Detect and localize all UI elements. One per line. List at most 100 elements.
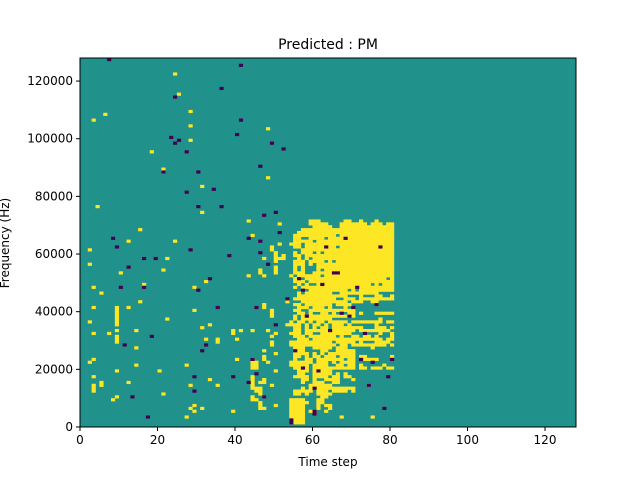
heatmap-cell-high (339, 300, 344, 304)
heatmap-cell-high (366, 225, 371, 229)
heatmap-cell-high (297, 274, 302, 278)
heatmap-cell-high (362, 337, 368, 341)
heatmap-cell-high (331, 288, 337, 292)
heatmap-cell-high (312, 248, 317, 252)
heatmap-cell-high (328, 294, 333, 298)
heatmap-cell-high (297, 406, 302, 411)
heatmap-cell-high (362, 334, 368, 338)
heatmap-cell-high (289, 398, 294, 402)
heatmap-cell-high (331, 256, 337, 261)
heatmap-cell-high (355, 320, 360, 324)
heatmap-cell-high (293, 398, 298, 402)
heatmap-cell-high (366, 320, 371, 324)
heatmap-cell-high (343, 228, 348, 232)
heatmap-cell-high (386, 262, 391, 266)
heatmap-cell-high (366, 277, 371, 281)
heatmap-cell-high (347, 285, 352, 289)
heatmap-cell-high (382, 254, 387, 258)
heatmap-cell-high (95, 205, 100, 209)
heatmap-cell-high (316, 372, 321, 376)
heatmap-cell-high (370, 228, 375, 232)
heatmap-cell-high (312, 254, 317, 258)
heatmap-cell-high (366, 262, 371, 266)
heatmap-cell-high (359, 328, 364, 333)
heatmap-cell-high (378, 317, 383, 321)
heatmap-cell-high (374, 228, 379, 232)
heatmap-cell-high (304, 305, 309, 310)
heatmap-cell-high (370, 230, 375, 235)
heatmap-cell-high (362, 274, 368, 278)
heatmap-cell-high (374, 291, 379, 295)
heatmap-cell-high (331, 277, 337, 281)
heatmap-cell-low (277, 230, 282, 235)
heatmap-cell-high (324, 357, 329, 361)
heatmap-cell-high (114, 323, 120, 327)
heatmap-cell-low (145, 415, 151, 419)
heatmap-cell-high (262, 377, 267, 382)
heatmap-cell-high (347, 239, 352, 243)
heatmap-cell-high (366, 291, 371, 295)
heatmap-cell-high (308, 251, 313, 255)
heatmap-cell-high (335, 285, 340, 289)
heatmap-cell-high (343, 294, 348, 298)
heatmap-cell-high (331, 354, 337, 359)
heatmap-cell-low (196, 205, 201, 209)
heatmap-cell-high (316, 340, 321, 344)
heatmap-cell-low (370, 360, 375, 364)
heatmap-cell-high (335, 259, 340, 263)
heatmap-cell-high (366, 282, 371, 287)
heatmap-cell-high (374, 225, 379, 229)
heatmap-cell-high (347, 354, 352, 359)
heatmap-cell-high (335, 265, 340, 269)
heatmap-cell-high (351, 297, 356, 301)
heatmap-cell-high (328, 369, 333, 373)
heatmap-cell-high (308, 360, 313, 364)
heatmap-cell-high (320, 271, 325, 275)
heatmap-cell-high (374, 239, 379, 243)
heatmap-cell-high (339, 245, 344, 249)
heatmap-cell-high (297, 303, 302, 307)
heatmap-cell-low (289, 418, 294, 422)
heatmap-cell-high (300, 279, 306, 284)
heatmap-cell-high (293, 303, 298, 307)
heatmap-cell-high (316, 308, 321, 312)
heatmap-cell-high (343, 277, 348, 281)
heatmap-cell-high (335, 357, 340, 361)
heatmap-cell-high (378, 340, 383, 344)
heatmap-cell-high (328, 291, 333, 295)
heatmap-cell-high (308, 222, 313, 226)
heatmap-cell-high (269, 314, 275, 318)
heatmap-cell-high (250, 363, 255, 367)
heatmap-cell-high (308, 317, 313, 321)
heatmap-cell-high (355, 233, 360, 238)
heatmap-cell-high (316, 265, 321, 269)
heatmap-cell-high (300, 230, 306, 235)
heatmap-cell-low (273, 323, 278, 327)
heatmap-cell-high (308, 303, 313, 307)
heatmap-cell-high (335, 380, 340, 385)
heatmap-cell-high (331, 375, 337, 379)
heatmap-cell-high (339, 291, 344, 295)
heatmap-cell-high (250, 377, 255, 382)
heatmap-cell-low (204, 343, 209, 347)
heatmap-cell-high (359, 277, 364, 281)
heatmap-cell-high (293, 262, 298, 266)
heatmap-cell-high (378, 288, 383, 292)
heatmap-cell-high (114, 305, 120, 310)
heatmap-cell-high (351, 251, 356, 255)
heatmap-cell-high (351, 277, 356, 281)
heatmap-cell-high (312, 352, 317, 356)
heatmap-cell-high (331, 239, 337, 243)
heatmap-cell-low (196, 170, 201, 174)
heatmap-cell-high (126, 239, 131, 243)
heatmap-cell-high (343, 308, 348, 312)
heatmap-cell-high (343, 279, 348, 284)
heatmap-cell-low (169, 135, 174, 140)
heatmap-cell-high (297, 245, 302, 249)
heatmap-cell-high (335, 326, 340, 330)
heatmap-cell-high (331, 285, 337, 289)
heatmap-cell-high (215, 383, 220, 387)
heatmap-cell-high (386, 282, 391, 287)
heatmap-cell-high (343, 375, 348, 379)
